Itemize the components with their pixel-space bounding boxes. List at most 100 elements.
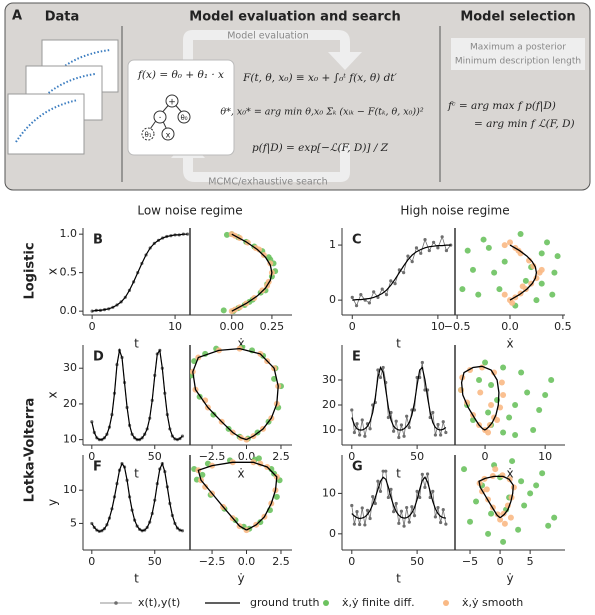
data-point bbox=[360, 506, 364, 510]
data-point bbox=[386, 495, 390, 500]
x-tick-label: 10 bbox=[538, 450, 552, 463]
data-point bbox=[436, 505, 440, 510]
data-point bbox=[378, 489, 383, 493]
expression-tree bbox=[141, 94, 191, 141]
scatter-point bbox=[533, 482, 540, 489]
scatter-point bbox=[488, 402, 495, 408]
row-label: Lotka-Volterra bbox=[23, 398, 38, 503]
scatter-point bbox=[476, 377, 483, 383]
scatter-point bbox=[518, 369, 525, 376]
x-axis-label: t bbox=[134, 467, 139, 481]
data-point bbox=[363, 434, 367, 438]
data-point bbox=[367, 301, 371, 305]
scatter-point bbox=[509, 299, 516, 306]
scatter-point bbox=[482, 359, 489, 366]
model-box bbox=[127, 59, 235, 156]
data-point bbox=[449, 243, 453, 247]
scatter-point bbox=[485, 429, 492, 436]
x-tick-label: −5 bbox=[462, 555, 478, 568]
scatter-point bbox=[512, 402, 519, 408]
panel-letter: F bbox=[93, 460, 102, 475]
data-point bbox=[352, 522, 357, 526]
x-tick-label: 0.00 bbox=[220, 320, 245, 333]
data-point bbox=[414, 246, 419, 250]
data-point bbox=[360, 418, 364, 422]
thumbnails bbox=[7, 39, 119, 155]
data-point bbox=[441, 507, 445, 512]
posterior-formula: p(f|D) = exp[−ℒ(F, D)] / Z bbox=[252, 142, 389, 155]
data-point bbox=[376, 368, 380, 372]
x-tick-label: 50 bbox=[410, 450, 424, 463]
data-point bbox=[393, 282, 397, 286]
truth-line bbox=[91, 461, 183, 533]
plot-area bbox=[350, 469, 448, 528]
scatter-point bbox=[501, 258, 508, 265]
scatter-point bbox=[199, 471, 206, 478]
scatter-point bbox=[480, 236, 487, 243]
x-axis-label: t bbox=[396, 337, 401, 351]
scatter-point bbox=[548, 377, 555, 383]
section-title: Model evaluation and search bbox=[189, 10, 400, 25]
x-tick-label: 0.0 bbox=[238, 555, 256, 568]
x-tick-label: 2.5 bbox=[272, 450, 290, 463]
x-tick-label: 50 bbox=[410, 555, 424, 568]
data-point bbox=[405, 414, 409, 418]
data-point bbox=[350, 408, 354, 412]
tree-label: θ₀ bbox=[180, 114, 187, 122]
scatter-point bbox=[549, 291, 556, 298]
panel-letter: B bbox=[93, 233, 103, 248]
data-point bbox=[423, 388, 427, 392]
x-tick-label: 2.5 bbox=[272, 555, 290, 568]
plot-area bbox=[458, 359, 555, 438]
data-point bbox=[352, 430, 357, 435]
data-point bbox=[423, 485, 427, 489]
truth-line bbox=[192, 347, 279, 441]
scatter-point bbox=[223, 231, 230, 238]
scatter-point bbox=[538, 250, 545, 257]
scatter-point bbox=[483, 486, 490, 493]
tree-node bbox=[141, 127, 155, 141]
data-point bbox=[402, 271, 406, 275]
truth-line bbox=[351, 365, 447, 431]
scatter-point bbox=[507, 514, 514, 521]
x-tick-label: 0.0 bbox=[238, 450, 256, 463]
x-axis-label: ẋ bbox=[237, 337, 244, 351]
data-point bbox=[368, 427, 372, 431]
scatter-point bbox=[464, 247, 471, 254]
y-tick-label: 10 bbox=[322, 486, 336, 499]
scatter-point bbox=[530, 262, 537, 269]
scatter-point bbox=[500, 364, 507, 371]
data-point bbox=[358, 522, 362, 527]
scatter-point bbox=[524, 389, 531, 396]
x-tick-label: 0 bbox=[349, 320, 356, 333]
data-point bbox=[386, 415, 390, 420]
x-axis-label: ẋ bbox=[506, 467, 513, 481]
data-point bbox=[392, 429, 396, 433]
scatter-point bbox=[500, 538, 507, 545]
truth-line bbox=[509, 244, 538, 301]
y-tick-label: 10 bbox=[322, 423, 336, 436]
plot-area bbox=[350, 360, 448, 440]
x-axis-label: t bbox=[134, 337, 139, 351]
scatter-point bbox=[500, 429, 507, 436]
chart: 0.00 0.25 ẋ bbox=[189, 228, 292, 351]
data-point bbox=[423, 237, 427, 242]
y-tick-label: 5 bbox=[70, 516, 77, 529]
truth-line bbox=[352, 244, 451, 301]
scatter-point bbox=[522, 277, 529, 284]
x-axis-label: ẋ bbox=[237, 467, 244, 481]
data-point bbox=[381, 365, 385, 370]
row-label: Logistic bbox=[23, 242, 38, 299]
scatter-point bbox=[473, 498, 480, 505]
chart: 0 50 5 10 t y F bbox=[46, 455, 190, 586]
x-axis-label: t bbox=[396, 572, 401, 586]
panel-letter: C bbox=[352, 233, 362, 248]
data-point bbox=[420, 472, 424, 477]
scatter-point bbox=[491, 269, 498, 276]
data-point bbox=[412, 514, 417, 518]
x-tick-label: −0.5 bbox=[444, 320, 471, 333]
data-point bbox=[397, 435, 401, 440]
y-tick-label: 1.0 bbox=[60, 227, 78, 240]
data-point bbox=[410, 505, 414, 509]
